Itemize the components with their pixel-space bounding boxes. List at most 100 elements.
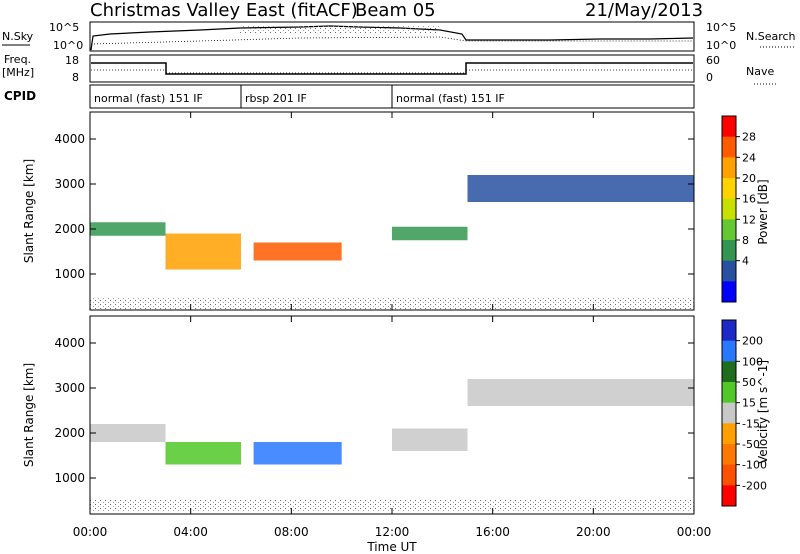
colorbar-swatch bbox=[722, 281, 736, 303]
colorbar-swatch bbox=[722, 320, 736, 342]
velocity-echo-region bbox=[90, 424, 166, 442]
freq-left-tick-top: 18 bbox=[65, 54, 79, 67]
cpid-segment-label: rbsp 201 IF bbox=[245, 92, 307, 105]
noise-left-tick-bottom: 10^0 bbox=[53, 39, 83, 52]
power-colorbar: 28 24 20 16 12 8 4 bbox=[721, 115, 756, 303]
x-tick-label: 04:00 bbox=[173, 525, 208, 539]
y-tick-label: 4000 bbox=[54, 336, 85, 350]
velocity-panel-background bbox=[90, 316, 694, 514]
velocity-panel: 1000 2000 3000 4000 Slant Range [km] bbox=[22, 315, 695, 515]
cpid-segment-label: normal (fast) 151 IF bbox=[94, 92, 203, 105]
noise-panel: N.Sky 10^5 10^0 10^5 10^0 N.Search bbox=[2, 21, 796, 52]
freq-label-line1: Freq. bbox=[4, 53, 31, 66]
nave-right-tick-top: 60 bbox=[706, 54, 720, 67]
colorbar-tick-label: 12 bbox=[742, 213, 756, 226]
colorbar-swatch bbox=[722, 382, 736, 404]
colorbar-swatch bbox=[722, 178, 736, 200]
velocity-echo-region bbox=[392, 428, 468, 451]
noise-panel-frame bbox=[89, 21, 695, 52]
x-tick-label: 00:00 bbox=[73, 525, 108, 539]
colorbar-tick-label: -15 bbox=[742, 417, 760, 430]
x-tick-label: 08:00 bbox=[274, 525, 309, 539]
noise-right-tick-bottom: 10^0 bbox=[706, 39, 736, 52]
nave-right-tick-bottom: 0 bbox=[706, 71, 713, 84]
y-tick-label: 3000 bbox=[54, 177, 85, 191]
colorbar-tick-label: 16 bbox=[742, 193, 756, 206]
power-colorbar-label: Power [dB] bbox=[756, 179, 770, 244]
colorbar-tick-label: 200 bbox=[742, 335, 763, 348]
velocity-y-axis-label: Slant Range [km] bbox=[22, 363, 36, 467]
colorbar-tick-label: 100 bbox=[742, 355, 763, 368]
y-tick-label: 2000 bbox=[54, 222, 85, 236]
colorbar-swatch bbox=[722, 116, 736, 138]
velocity-colorbar: 200 100 50 15 -15 -50 -100 -200 bbox=[721, 319, 767, 507]
power-panel: 1000 2000 3000 4000 Slant Range [km] bbox=[22, 111, 695, 311]
date-label: 21/May/2013 bbox=[585, 0, 703, 21]
colorbar-swatch bbox=[722, 219, 736, 241]
x-tick-label: 00:00 bbox=[677, 525, 712, 539]
frequency-panel-frame bbox=[89, 54, 695, 83]
noise-search-trace bbox=[90, 36, 693, 45]
power-y-axis-label: Slant Range [km] bbox=[22, 159, 36, 263]
colorbar-frame bbox=[721, 319, 737, 507]
colorbar-swatch bbox=[722, 402, 736, 424]
power-panel-background bbox=[90, 112, 694, 310]
colorbar-swatch bbox=[722, 423, 736, 445]
cpid-label: CPID bbox=[4, 89, 36, 103]
colorbar-swatch bbox=[722, 340, 736, 362]
frequency-trace bbox=[91, 62, 693, 75]
frequency-panel: Freq. [MHz] 18 8 60 0 Nave bbox=[2, 53, 776, 85]
power-echo-region bbox=[467, 175, 694, 202]
colorbar-tick-label: 50 bbox=[742, 376, 756, 389]
plot-title: Christmas Valley East (fitACF) bbox=[90, 0, 358, 21]
cpid-segment-label: normal (fast) 151 IF bbox=[396, 92, 505, 105]
power-echo-region bbox=[90, 222, 166, 236]
y-tick-label: 1000 bbox=[54, 471, 85, 485]
beam-label: Beam 05 bbox=[355, 0, 436, 21]
colorbar-swatch bbox=[722, 444, 736, 466]
freq-left-tick-bottom: 8 bbox=[72, 71, 79, 84]
colorbar-tick-label: 20 bbox=[742, 172, 756, 185]
y-tick-label: 4000 bbox=[54, 132, 85, 146]
colorbar-swatch bbox=[722, 485, 736, 507]
noise-left-label: N.Sky bbox=[2, 30, 34, 43]
cpid-panel: CPID normal (fast) 151 IF rbsp 201 IF norm… bbox=[4, 84, 695, 109]
velocity-ground-scatter bbox=[90, 500, 694, 512]
colorbar-swatch bbox=[722, 361, 736, 383]
colorbar-swatch bbox=[722, 464, 736, 486]
x-tick-label: 12:00 bbox=[375, 525, 410, 539]
power-echo-region bbox=[165, 233, 241, 270]
noise-right-tick-top: 10^5 bbox=[706, 21, 736, 34]
colorbar-tick-label: 24 bbox=[742, 151, 756, 164]
colorbar-tick-label: 8 bbox=[742, 234, 749, 247]
nave-trace bbox=[91, 69, 693, 74]
velocity-echo-region bbox=[467, 379, 694, 406]
y-tick-label: 3000 bbox=[54, 381, 85, 395]
y-tick-label: 1000 bbox=[54, 267, 85, 281]
colorbar-tick-label: -100 bbox=[742, 459, 767, 472]
x-axis: 00:00 04:00 08:00 12:00 16:00 20:00 00:00 bbox=[73, 112, 712, 539]
freq-label-line2: [MHz] bbox=[2, 66, 34, 79]
velocity-echo-region bbox=[165, 442, 241, 465]
colorbar-tick-label: 15 bbox=[742, 397, 756, 410]
colorbar-tick-label: -200 bbox=[742, 479, 767, 492]
colorbar-swatch bbox=[722, 240, 736, 262]
power-echo-region bbox=[253, 242, 342, 261]
colorbar-frame bbox=[721, 115, 737, 303]
velocity-colorbar-label: Velocity [m s^-1] bbox=[756, 360, 770, 464]
colorbar-tick-label: 28 bbox=[742, 131, 756, 144]
y-tick-label: 2000 bbox=[54, 426, 85, 440]
x-tick-label: 20:00 bbox=[576, 525, 611, 539]
colorbar-swatch bbox=[722, 198, 736, 220]
nave-right-label: Nave bbox=[746, 65, 774, 78]
power-ground-scatter bbox=[90, 297, 694, 309]
colorbar-swatch bbox=[722, 157, 736, 179]
power-echo-region bbox=[392, 226, 468, 241]
noise-sky-scatter bbox=[240, 25, 440, 33]
x-axis-label: Time UT bbox=[366, 540, 417, 554]
velocity-echo-region bbox=[253, 442, 342, 465]
colorbar-swatch bbox=[722, 136, 736, 158]
noise-left-tick-top: 10^5 bbox=[49, 21, 79, 34]
noise-right-label: N.Search bbox=[746, 30, 796, 43]
